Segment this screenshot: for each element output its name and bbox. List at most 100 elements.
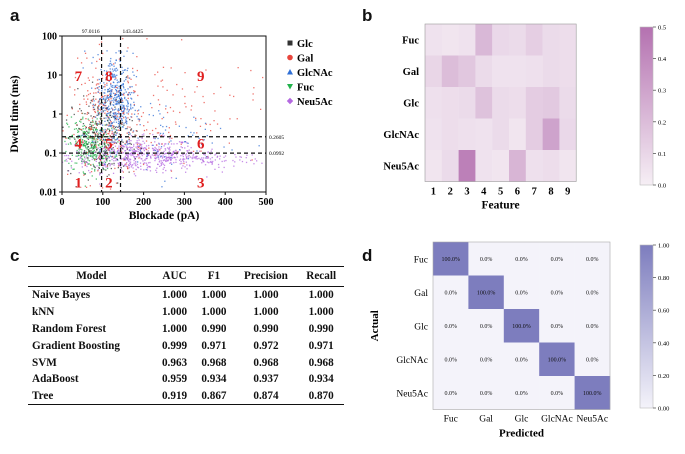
heatmap-cell xyxy=(509,55,526,88)
data-point xyxy=(110,148,113,150)
y-tick-label: 10 xyxy=(47,71,57,82)
data-point xyxy=(93,136,95,138)
data-point xyxy=(126,140,129,142)
data-point xyxy=(177,151,179,153)
data-point xyxy=(121,145,123,147)
data-point xyxy=(105,98,107,100)
data-point xyxy=(126,109,128,111)
data-point xyxy=(125,117,127,119)
data-point xyxy=(127,75,129,77)
data-point xyxy=(104,142,106,144)
heatmap-cell xyxy=(441,24,459,56)
data-point xyxy=(170,159,172,161)
data-point xyxy=(64,140,66,143)
data-point xyxy=(113,99,115,101)
data-point xyxy=(106,110,109,113)
data-point xyxy=(108,98,110,100)
data-point xyxy=(92,148,94,150)
data-point xyxy=(76,155,79,157)
data-point xyxy=(113,86,115,89)
data-point xyxy=(81,161,84,163)
data-point xyxy=(159,132,162,135)
data-point xyxy=(105,139,108,141)
data-point xyxy=(95,178,97,180)
metric-cell: 0.934 xyxy=(201,373,227,386)
data-point xyxy=(113,121,115,123)
heatmap-cell xyxy=(509,87,526,119)
model-name-cell: kNN xyxy=(32,306,55,319)
data-point xyxy=(124,146,126,148)
data-point xyxy=(88,129,90,131)
data-point xyxy=(126,112,128,114)
data-point xyxy=(157,99,160,101)
data-point xyxy=(110,121,112,123)
data-point xyxy=(109,93,111,95)
data-point xyxy=(132,71,134,73)
data-point xyxy=(62,130,64,132)
data-point xyxy=(135,146,137,148)
data-point xyxy=(165,152,167,155)
data-point xyxy=(128,160,130,163)
data-point xyxy=(114,103,116,105)
data-point xyxy=(65,119,68,121)
data-point xyxy=(113,117,115,119)
data-point xyxy=(114,106,116,108)
data-point xyxy=(98,157,100,159)
data-point xyxy=(103,132,105,134)
data-point xyxy=(107,112,109,115)
data-point xyxy=(128,131,130,134)
data-point xyxy=(202,161,204,163)
data-point xyxy=(125,119,127,121)
data-point xyxy=(130,140,132,142)
data-point xyxy=(121,66,123,69)
cell-value-label: 0.0% xyxy=(586,357,599,363)
data-point xyxy=(85,186,88,188)
data-point xyxy=(95,122,97,124)
metric-cell: 0.972 xyxy=(253,339,279,352)
data-point xyxy=(136,147,138,149)
data-point xyxy=(95,128,97,130)
data-point xyxy=(114,131,117,134)
data-point xyxy=(108,80,110,82)
data-point xyxy=(92,142,95,144)
data-point xyxy=(115,77,117,79)
data-point xyxy=(196,158,199,160)
data-point xyxy=(116,84,118,86)
data-point xyxy=(109,96,111,98)
data-point xyxy=(104,139,106,141)
data-point xyxy=(157,156,159,159)
data-point xyxy=(130,105,132,107)
data-point xyxy=(116,117,118,119)
data-point xyxy=(80,151,82,153)
data-point xyxy=(117,123,120,125)
data-point xyxy=(127,159,130,162)
data-point xyxy=(109,103,112,105)
colorbar-tick-label: 0.00 xyxy=(658,406,669,413)
data-point xyxy=(181,167,183,169)
data-point xyxy=(111,148,113,150)
data-point xyxy=(185,161,187,163)
data-point xyxy=(114,74,116,77)
data-point xyxy=(118,154,120,156)
data-point xyxy=(127,47,129,49)
data-point xyxy=(87,146,90,148)
data-point xyxy=(154,149,156,152)
data-point xyxy=(87,159,89,161)
data-point xyxy=(83,140,86,142)
data-point xyxy=(121,107,123,109)
data-point xyxy=(100,41,103,43)
data-point xyxy=(123,80,125,82)
legend-marker xyxy=(287,84,293,90)
data-point xyxy=(99,154,101,156)
data-point xyxy=(112,70,114,72)
data-point xyxy=(136,130,138,132)
data-point xyxy=(164,153,166,155)
data-point xyxy=(93,127,95,129)
data-point xyxy=(99,129,101,132)
legend-label: Gal xyxy=(297,54,313,65)
data-point xyxy=(179,163,181,165)
data-point xyxy=(110,83,112,86)
data-point xyxy=(137,145,139,147)
data-point xyxy=(110,167,112,170)
data-point xyxy=(98,153,101,155)
